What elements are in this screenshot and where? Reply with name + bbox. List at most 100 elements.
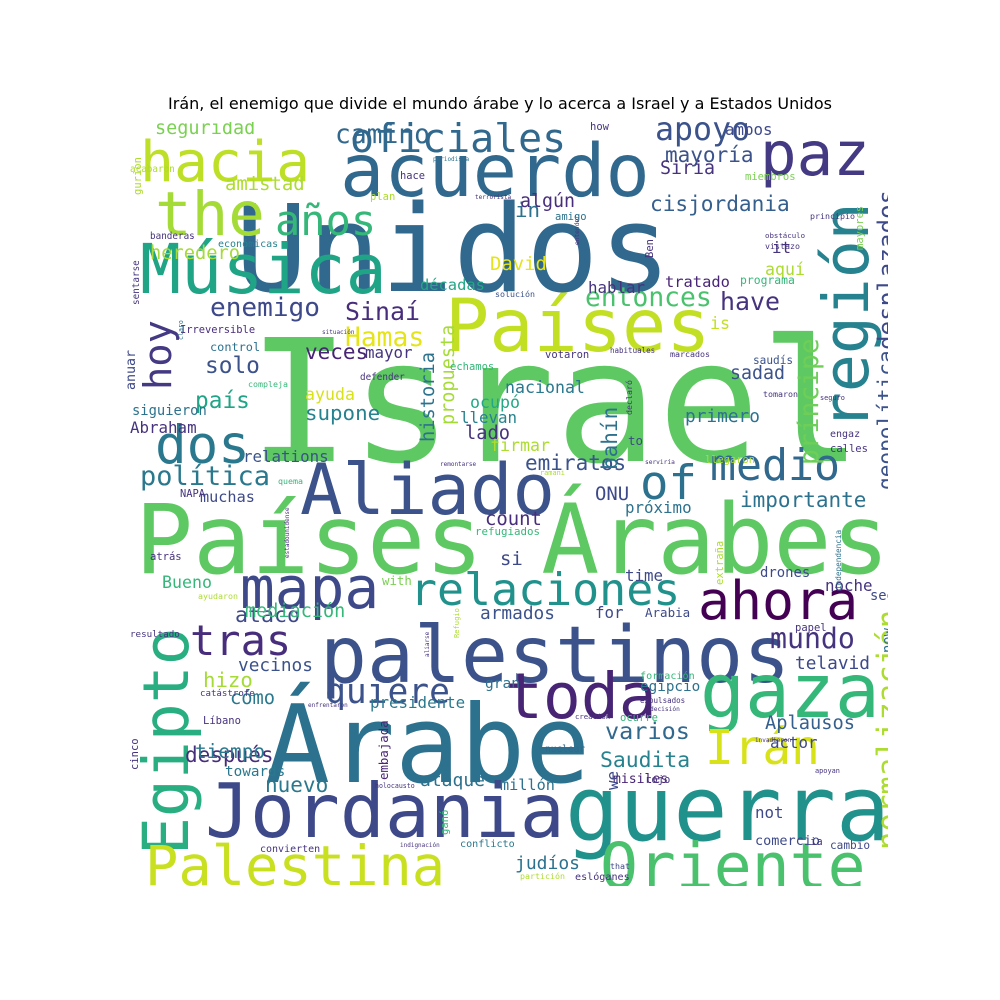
word-146: miembros: [745, 171, 796, 183]
word-85: Bueno: [162, 573, 212, 592]
word-80: tratado: [665, 273, 730, 291]
word-22: medio: [710, 441, 841, 491]
word-157: echamos: [450, 361, 495, 373]
word-141: plan: [370, 191, 396, 203]
word-89: bahín: [598, 406, 622, 470]
word-34: política: [140, 461, 271, 492]
word-60: supone: [305, 401, 381, 425]
word-150: vistazo: [765, 241, 800, 251]
word-197: eslóganes: [575, 872, 630, 883]
word-128: gran: [485, 676, 520, 692]
word-148: mayores: [854, 205, 866, 250]
word-68: ataque: [420, 770, 486, 791]
word-138: how: [590, 122, 609, 133]
word-96: sadad: [730, 363, 786, 384]
chart-title: Irán, el enemigo que divide el mundo ára…: [168, 94, 832, 113]
word-142: terrorista: [475, 194, 512, 201]
word-192: ganó: [439, 809, 451, 835]
word-127: we: [603, 770, 622, 790]
word-159: compleja: [248, 379, 288, 389]
word-140: hace: [400, 170, 426, 182]
word-47: solo: [205, 353, 260, 379]
word-163: engaz: [830, 429, 861, 440]
word-186: creación: [575, 712, 611, 721]
word-56: después: [185, 743, 274, 767]
word-39: have: [720, 287, 780, 316]
word-131: for: [595, 603, 624, 622]
word-1: Países Árabes: [135, 484, 888, 596]
word-42: atacó: [235, 603, 301, 628]
word-133: see: [870, 588, 888, 604]
word-23: relaciones: [410, 563, 681, 616]
word-71: cómo: [230, 688, 276, 709]
word-130: with: [382, 573, 412, 588]
word-3: palestinos: [320, 611, 791, 701]
word-17: toda: [505, 660, 657, 733]
word-170: NAPA: [180, 488, 206, 500]
word-4: Árabe: [265, 683, 591, 808]
word-62: presidente: [370, 693, 466, 712]
word-198: situación: [322, 329, 355, 336]
word-196: partición: [520, 871, 565, 881]
word-70: mediación: [245, 601, 346, 622]
word-195: ia: [810, 836, 823, 848]
word-161: tomaron: [763, 389, 798, 399]
word-97: llevan: [460, 408, 518, 427]
word-167: serviría: [645, 459, 675, 466]
word-79: aquí: [765, 260, 805, 279]
word-7: Países: [445, 284, 711, 369]
word-5: acuerdo: [340, 129, 650, 214]
word-187: ocurre: [620, 712, 658, 724]
word-191: apoyan: [815, 767, 840, 775]
word-147: principio: [810, 211, 855, 221]
word-162: seguro: [820, 394, 845, 402]
word-155: votaron: [545, 349, 590, 361]
word-110: relations: [243, 447, 329, 466]
word-108: cambio: [830, 839, 871, 852]
word-0: Israel: [248, 304, 863, 502]
word-8: Jordania: [205, 768, 565, 855]
word-95: David: [490, 253, 547, 275]
word-11: gaza: [700, 648, 880, 735]
word-119: mayor: [365, 343, 413, 362]
word-118: anuar: [124, 349, 139, 390]
word-169: quema: [278, 476, 303, 486]
word-190: holocausto: [375, 782, 415, 790]
word-75: seguridad: [155, 122, 256, 139]
word-44: hizo: [203, 668, 253, 692]
word-30: apoyo: [655, 122, 751, 148]
word-182: cinco: [129, 738, 141, 770]
word-143: amigo: [555, 211, 587, 223]
word-136: to: [628, 433, 644, 448]
word-46: país: [195, 388, 250, 414]
word-65: muchas: [200, 488, 255, 506]
word-104: económicas: [218, 239, 279, 250]
word-132: now: [880, 628, 888, 653]
word-31: oficiales: [350, 122, 567, 162]
word-179: formación: [640, 671, 695, 682]
word-16: Oriente: [600, 830, 866, 886]
word-135: that: [610, 861, 630, 871]
word-188: invadieron: [755, 737, 792, 744]
word-101: refugiados: [475, 525, 541, 538]
word-121: hablar: [588, 278, 646, 297]
word-156: marcados: [670, 349, 710, 359]
word-59: mayoría: [665, 143, 754, 167]
word-193: convierten: [260, 844, 321, 855]
word-92: control: [210, 340, 261, 354]
word-20: ahora: [698, 570, 859, 632]
word-93: telavid: [795, 653, 870, 674]
word-194: indignación: [400, 842, 440, 849]
word-38: entonces: [585, 283, 712, 313]
word-151: gurion: [132, 157, 144, 195]
word-116: Arabia: [645, 605, 691, 620]
word-123: saudís: [753, 354, 794, 367]
word-98: conflicto: [460, 839, 515, 850]
word-137: it: [772, 238, 792, 257]
word-168: ramani: [540, 469, 565, 477]
word-76: amistad: [225, 173, 305, 195]
word-19: mapa: [240, 554, 380, 622]
word-12: Egipto: [130, 627, 203, 855]
word-113: egipcio: [640, 679, 701, 695]
word-66: Siria: [660, 158, 716, 179]
